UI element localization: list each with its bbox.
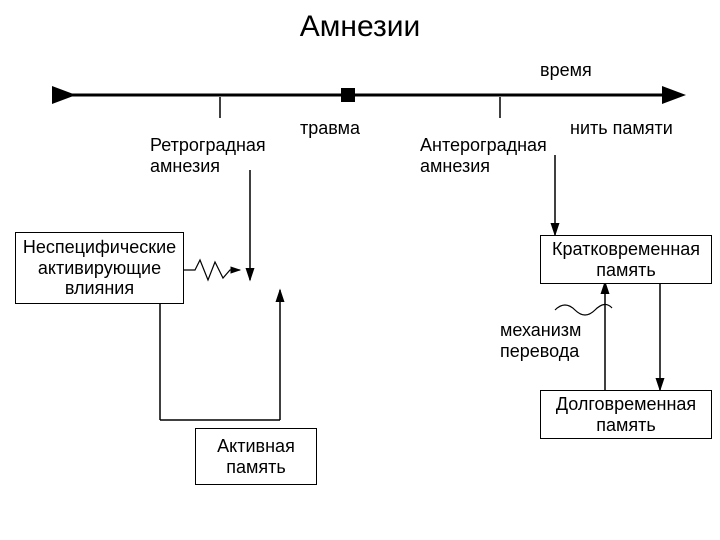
active-box: Активная память [195,428,317,485]
trauma-marker [341,88,355,102]
shortterm-box: Кратковременная память [540,235,712,284]
thread-label: нить памяти [570,118,673,139]
longterm-box: Долговременная память [540,390,712,439]
mechanism-label: механизм перевода [500,320,581,361]
mechanism-squiggle [555,304,612,315]
retrograde-label: Ретроградная амнезия [150,135,266,176]
nonspecific-box: Неспецифические активирующие влияния [15,232,184,304]
page-title: Амнезии [0,10,720,44]
trauma-label: травма [300,118,360,139]
time-label: время [540,60,592,81]
nonspecific-squiggle-arrow [182,260,240,280]
anterograde-label: Антероградная амнезия [420,135,547,176]
